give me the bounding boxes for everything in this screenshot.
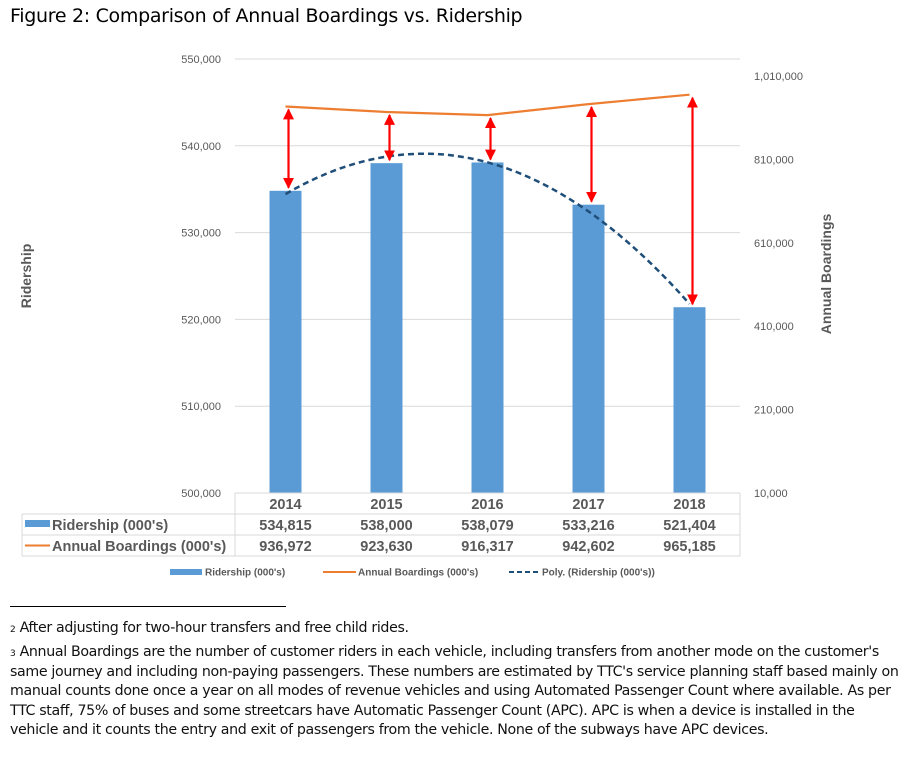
ridership-bar [370,163,403,493]
footnote-text: Annual Boardings are the number of custo… [10,644,899,739]
table-cell-boardings: 936,972 [259,539,311,555]
boardings-line-path [285,93,690,117]
ridership-bars [269,162,706,494]
footnote-marker: 3 [10,649,16,659]
table-cell-ridership: 538,079 [461,518,513,534]
right-axis-ticks: 10,000 210,000 410,000 610,000 810,000 1,010,… [754,71,803,500]
data-table: 2014 534,815 936,972 2015 538,000 923,630 2016… [21,492,741,557]
poly-trendline [284,152,691,305]
footnote-separator [10,606,286,607]
right-tick-label: 610,000 [754,238,794,250]
table-cell-ridership: 521,404 [663,518,715,534]
table-cell-ridership: 533,216 [562,518,614,534]
ridership-bar [471,162,504,493]
table-key-ridership [25,520,50,527]
legend-label-boardings: Annual Boardings (000's) [358,568,478,579]
right-tick-label: 10,000 [754,488,788,500]
left-axis-label: Ridership [18,244,34,309]
footnote-2: 2 After adjusting for two-hour transfers… [10,619,900,639]
table-header-year: 2015 [370,497,402,513]
right-tick-label: 810,000 [754,154,794,166]
ridership-bar [269,190,302,494]
ridership-bar [572,204,605,493]
table-cell-boardings: 923,630 [360,539,412,555]
table-row-label-ridership: Ridership (000's) [52,518,168,534]
left-tick-label: 530,000 [181,228,221,240]
table-row-label-boardings: Annual Boardings (000's) [52,539,226,555]
right-tick-label: 210,000 [754,405,794,417]
footnote-marker: 2 [10,625,16,635]
legend-label-trendline: Poly. (Ridership (000's)) [542,568,655,579]
left-tick-label: 510,000 [181,401,221,413]
right-axis-label: Annual Boardings [818,214,834,335]
left-tick-label: 540,000 [181,141,221,153]
poly-trendline-path [284,152,691,305]
table-header-year: 2014 [269,497,301,513]
footnote-3: 3 Annual Boardings are the number of cus… [10,643,900,741]
table-cell-boardings: 916,317 [461,539,513,555]
left-tick-label: 520,000 [181,314,221,326]
table-header-year: 2016 [471,497,503,513]
right-tick-label: 410,000 [754,321,794,333]
table-cell-ridership: 538,000 [360,518,412,534]
left-axis-ticks: 500,000 510,000 520,000 530,000 540,000 550,0… [181,54,221,500]
boardings-line [285,93,690,117]
table-cell-boardings: 942,602 [562,539,614,555]
combo-chart: 500,000 510,000 520,000 530,000 540,000 550,0… [18,54,834,579]
footnote-text: After adjusting for two-hour transfers a… [19,620,409,636]
table-header-year: 2018 [673,497,705,513]
figure-title: Figure 2: Comparison of Annual Boardings… [10,5,523,27]
right-tick-label: 1,010,000 [754,71,803,83]
left-tick-label: 550,000 [181,54,221,66]
table-header-year: 2017 [572,497,604,513]
legend-key-ridership [170,569,202,575]
left-tick-label: 500,000 [181,488,221,500]
table-cell-ridership: 534,815 [259,518,311,534]
difference-arrows [283,96,698,306]
table-cell-boardings: 965,185 [663,539,715,555]
legend-label-ridership: Ridership (000's) [205,568,285,579]
legend: Ridership (000's) Annual Boardings (000's… [170,568,655,579]
ridership-bar [673,307,706,493]
